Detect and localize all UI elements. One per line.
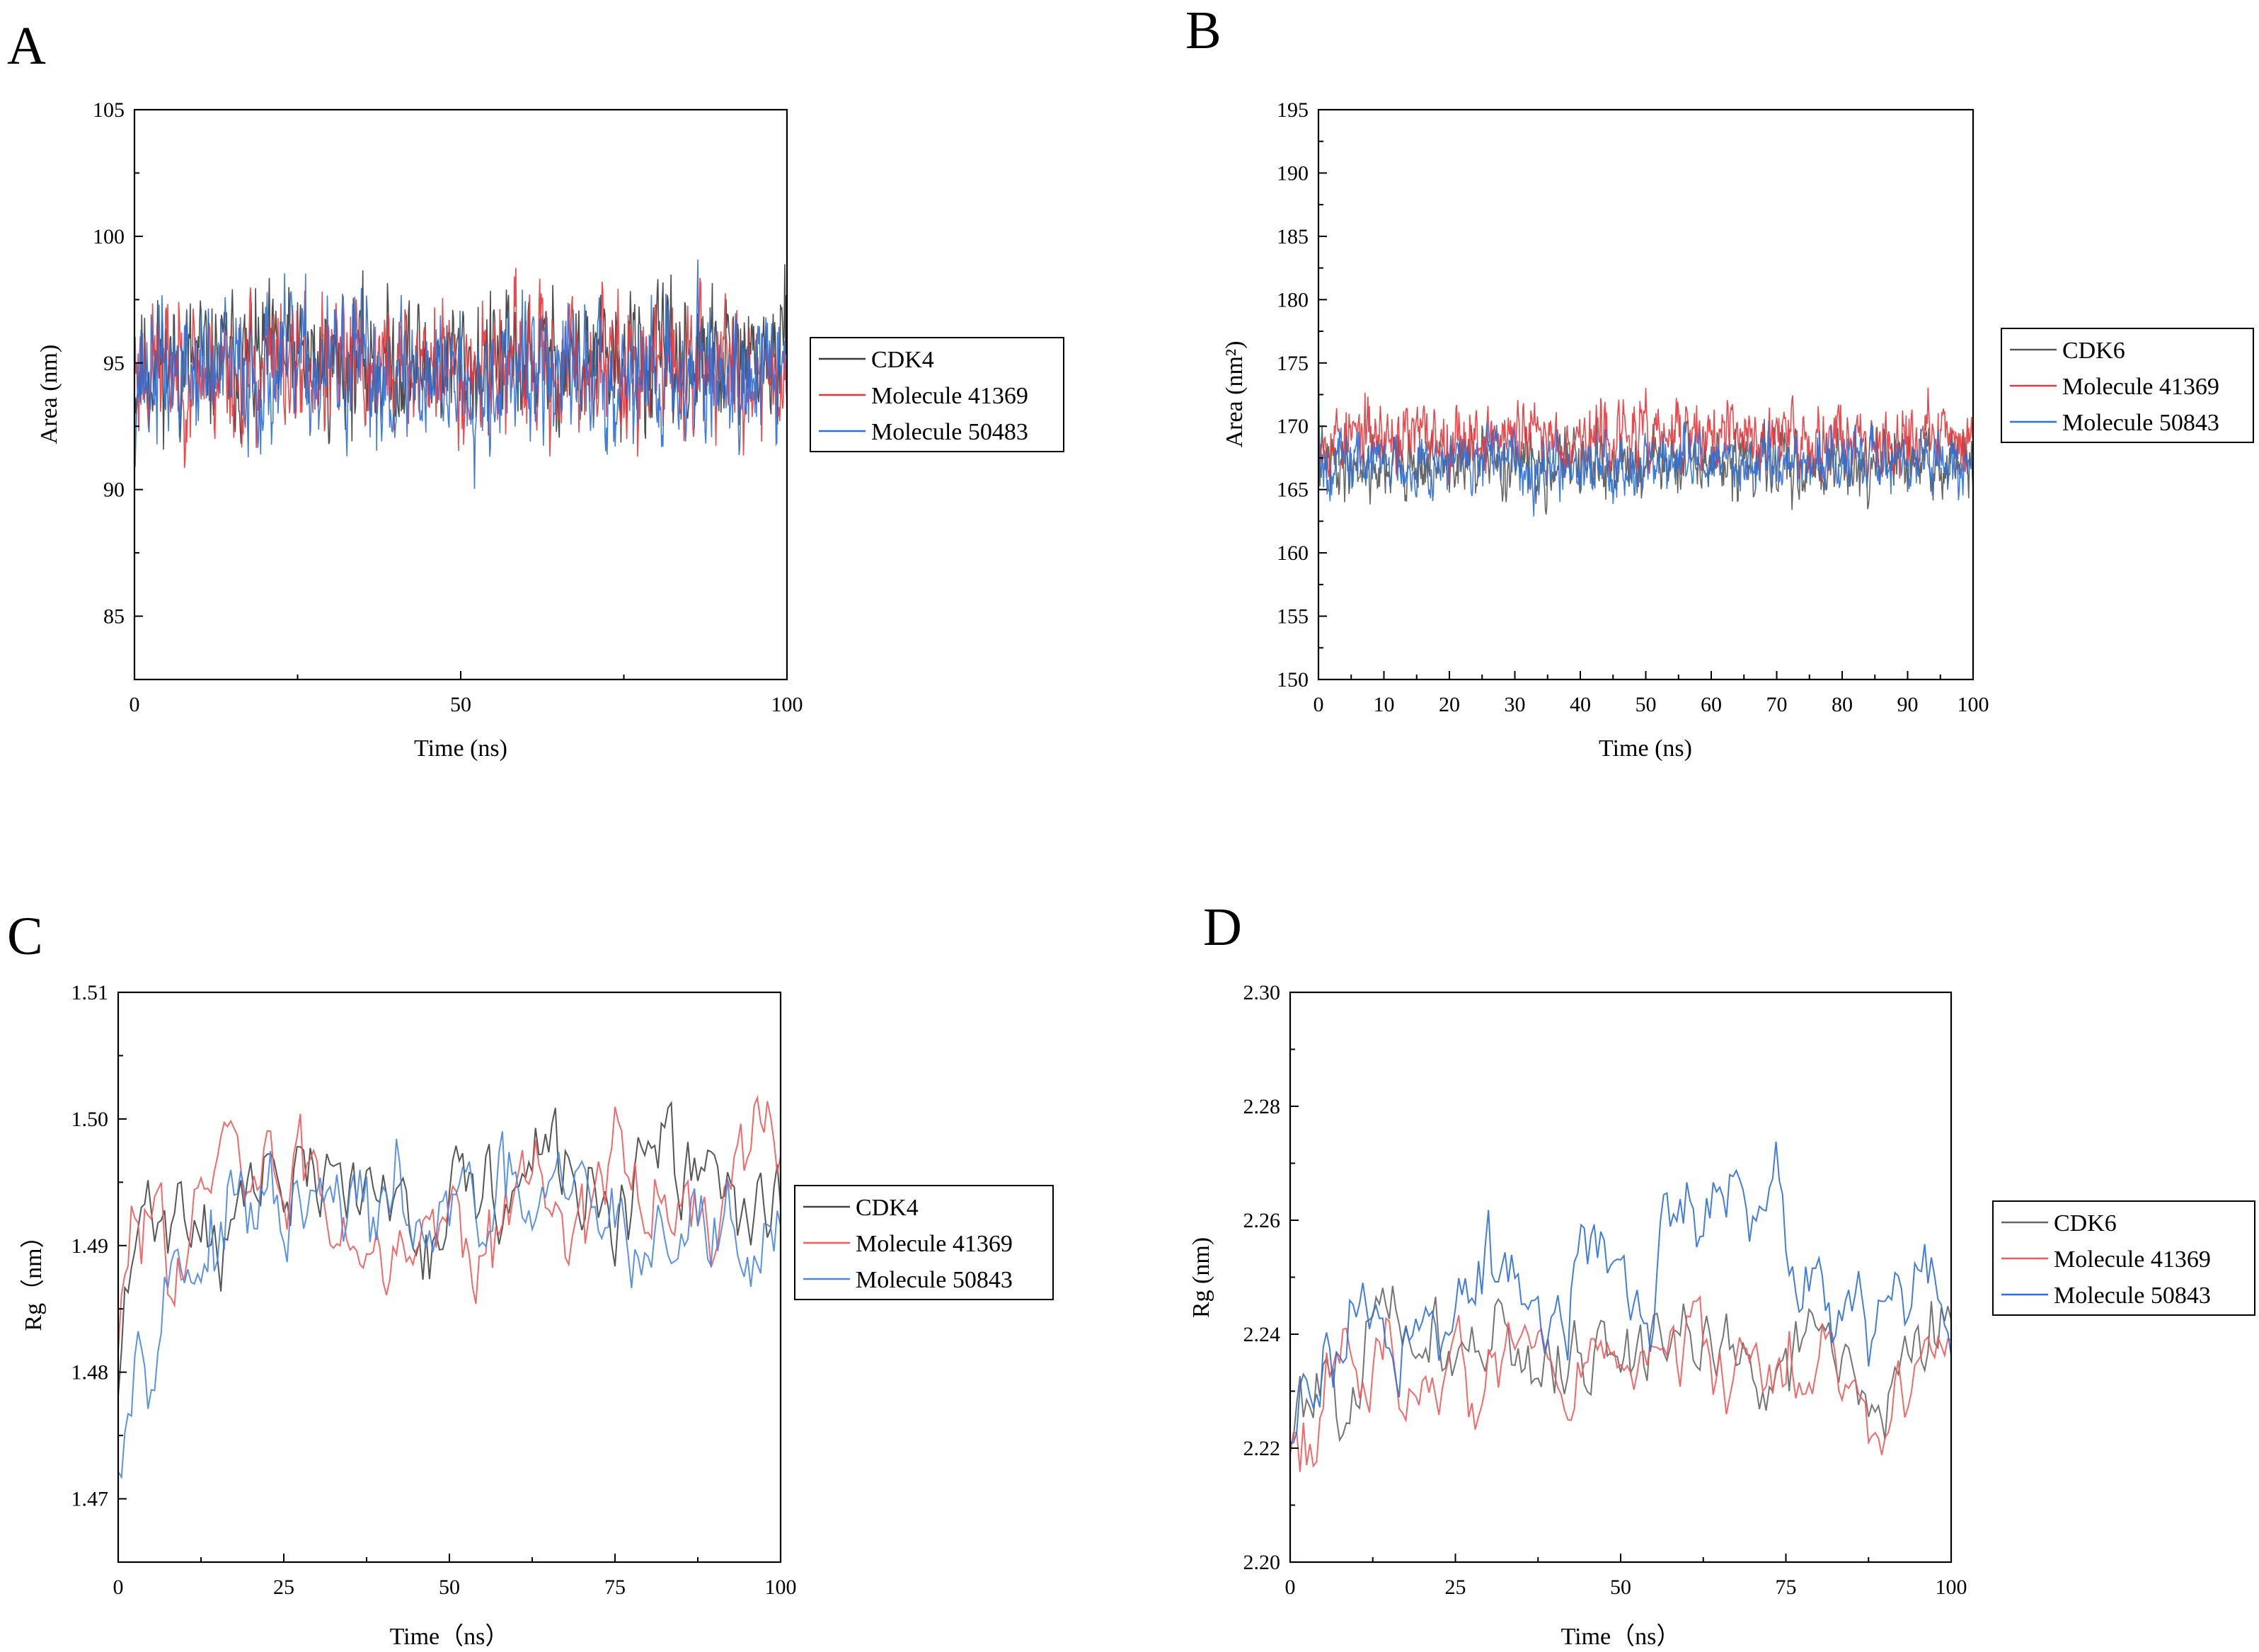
x-tick-label: 90 [1897, 693, 1919, 716]
series-line-1 [117, 1101, 781, 1396]
legend-label-1: CDK6 [2062, 338, 2125, 364]
legend-label-3: Molecule 50843 [2054, 1283, 2211, 1309]
x-tick-label: 50 [450, 693, 471, 716]
series-line-3 [134, 259, 788, 489]
y-tick-label: 1.49 [71, 1234, 109, 1258]
y-axis-title: Area (nm) [36, 345, 62, 444]
x-tick-label: 50 [1636, 693, 1657, 716]
series-line-3 [1318, 336, 1974, 517]
panel-b: B 0 10 20 30 40 50 60 70 80 90 100 150 155 160 165 170 1… [1185, 1, 2254, 762]
x-tick-label: 100 [771, 693, 803, 716]
legend: CDK6 Molecule 41369 Molecule 50843 [1992, 1200, 2255, 1316]
x-tick-label: 100 [765, 1576, 797, 1599]
series-line-1 [1289, 1285, 1952, 1446]
series-line-2 [1289, 1295, 1952, 1472]
panel-d: D 0 25 50 75 100 2.20 2.22 2.24 2.26 2.28 2.30 Tim… [1188, 897, 2255, 1650]
x-axis-title: Time（ns） [390, 1623, 510, 1650]
y-axis-title: Rg (nm) [1188, 1237, 1214, 1318]
legend-label-3: Molecule 50483 [871, 419, 1028, 445]
x-tick-label: 60 [1701, 693, 1722, 716]
y-tick-label: 95 [103, 352, 125, 375]
series-line-3 [1289, 1141, 1952, 1445]
y-tick-label: 2.22 [1243, 1437, 1281, 1460]
y-tick-label: 160 [1277, 541, 1309, 565]
series-line-1 [1318, 416, 1974, 515]
x-tick-label: 30 [1505, 693, 1526, 716]
y-tick-label: 2.20 [1243, 1551, 1281, 1574]
y-tick-label: 185 [1277, 225, 1309, 248]
y-tick-label: 105 [93, 98, 125, 122]
y-tick-label: 195 [1277, 98, 1309, 122]
legend-label-2: Molecule 41369 [856, 1231, 1013, 1257]
panel-c: C 0 25 50 75 100 1.47 1.48 1.49 1.50 1.51 Time（ns… [7, 907, 1054, 1650]
plot-frame [1289, 991, 1953, 1564]
panel-a: A 0 50 100 85 90 95 100 105 Time (ns) Area (nm)… [7, 16, 1064, 762]
series-line-2 [1318, 387, 1974, 486]
y-tick-label: 2.24 [1243, 1323, 1281, 1346]
x-tick-label: 50 [439, 1576, 460, 1599]
series-line-2 [117, 1094, 781, 1351]
x-tick-label: 80 [1832, 693, 1853, 716]
x-tick-label: 0 [113, 1576, 124, 1599]
panel-letter-a: A [7, 16, 46, 76]
x-axis-title: Time（ns） [1561, 1623, 1681, 1650]
x-tick-label: 25 [273, 1576, 294, 1599]
panel-letter-c: C [7, 907, 43, 966]
y-tick-label: 2.30 [1243, 981, 1281, 1004]
plot-frame [117, 991, 782, 1564]
y-tick-label: 2.26 [1243, 1209, 1281, 1232]
x-tick-label: 25 [1445, 1576, 1466, 1599]
y-axis-title: Rg（nm） [20, 1224, 47, 1331]
legend-label-3: Molecule 50843 [2062, 410, 2219, 436]
panel-letter-b: B [1185, 1, 1222, 60]
series-line-3 [117, 1131, 781, 1480]
panel-letter-d: D [1203, 897, 1242, 957]
x-tick-label: 75 [604, 1576, 626, 1599]
legend-label-2: Molecule 41369 [2062, 374, 2219, 400]
x-tick-label: 100 [1936, 1576, 1967, 1599]
legend-label-2: Molecule 41369 [871, 383, 1028, 409]
x-tick-label: 50 [1610, 1576, 1631, 1599]
x-tick-label: 0 [1314, 693, 1324, 716]
x-tick-label: 70 [1766, 693, 1788, 716]
y-tick-label: 100 [93, 225, 125, 248]
y-tick-label: 90 [103, 478, 125, 502]
y-tick-label: 1.51 [71, 981, 109, 1004]
legend-label-3: Molecule 50843 [856, 1267, 1013, 1293]
y-tick-label: 1.47 [71, 1488, 109, 1511]
legend: CDK6 Molecule 41369 Molecule 50843 [2001, 328, 2254, 443]
x-tick-label: 40 [1570, 693, 1591, 716]
x-axis-title: Time (ns) [414, 735, 507, 762]
y-tick-label: 170 [1277, 415, 1309, 438]
legend: CDK4 Molecule 41369 Molecule 50843 [794, 1185, 1054, 1300]
y-tick-label: 190 [1277, 161, 1309, 185]
legend-label-1: CDK4 [871, 347, 934, 373]
y-tick-label: 150 [1277, 668, 1309, 692]
legend-label-1: CDK4 [856, 1195, 919, 1221]
y-tick-label: 2.28 [1243, 1095, 1281, 1118]
x-axis-title: Time (ns) [1599, 735, 1692, 762]
x-tick-label: 0 [130, 693, 140, 716]
x-tick-label: 0 [1285, 1576, 1296, 1599]
series-line-2 [134, 268, 788, 469]
y-axis-title: Area (nm²) [1222, 341, 1248, 448]
y-tick-label: 155 [1277, 605, 1309, 629]
legend-label-2: Molecule 41369 [2054, 1246, 2211, 1273]
legend-label-1: CDK6 [2054, 1210, 2117, 1237]
x-tick-label: 20 [1439, 693, 1460, 716]
y-tick-label: 175 [1277, 352, 1309, 375]
x-tick-label: 100 [1958, 693, 1989, 716]
y-tick-label: 1.50 [71, 1108, 109, 1131]
y-tick-label: 1.48 [71, 1361, 109, 1384]
x-tick-label: 75 [1776, 1576, 1797, 1599]
y-tick-label: 85 [103, 605, 125, 629]
x-tick-label: 10 [1374, 693, 1395, 716]
legend: CDK4 Molecule 41369 Molecule 50483 [810, 337, 1064, 452]
y-tick-label: 165 [1277, 478, 1309, 502]
y-tick-label: 180 [1277, 288, 1309, 311]
